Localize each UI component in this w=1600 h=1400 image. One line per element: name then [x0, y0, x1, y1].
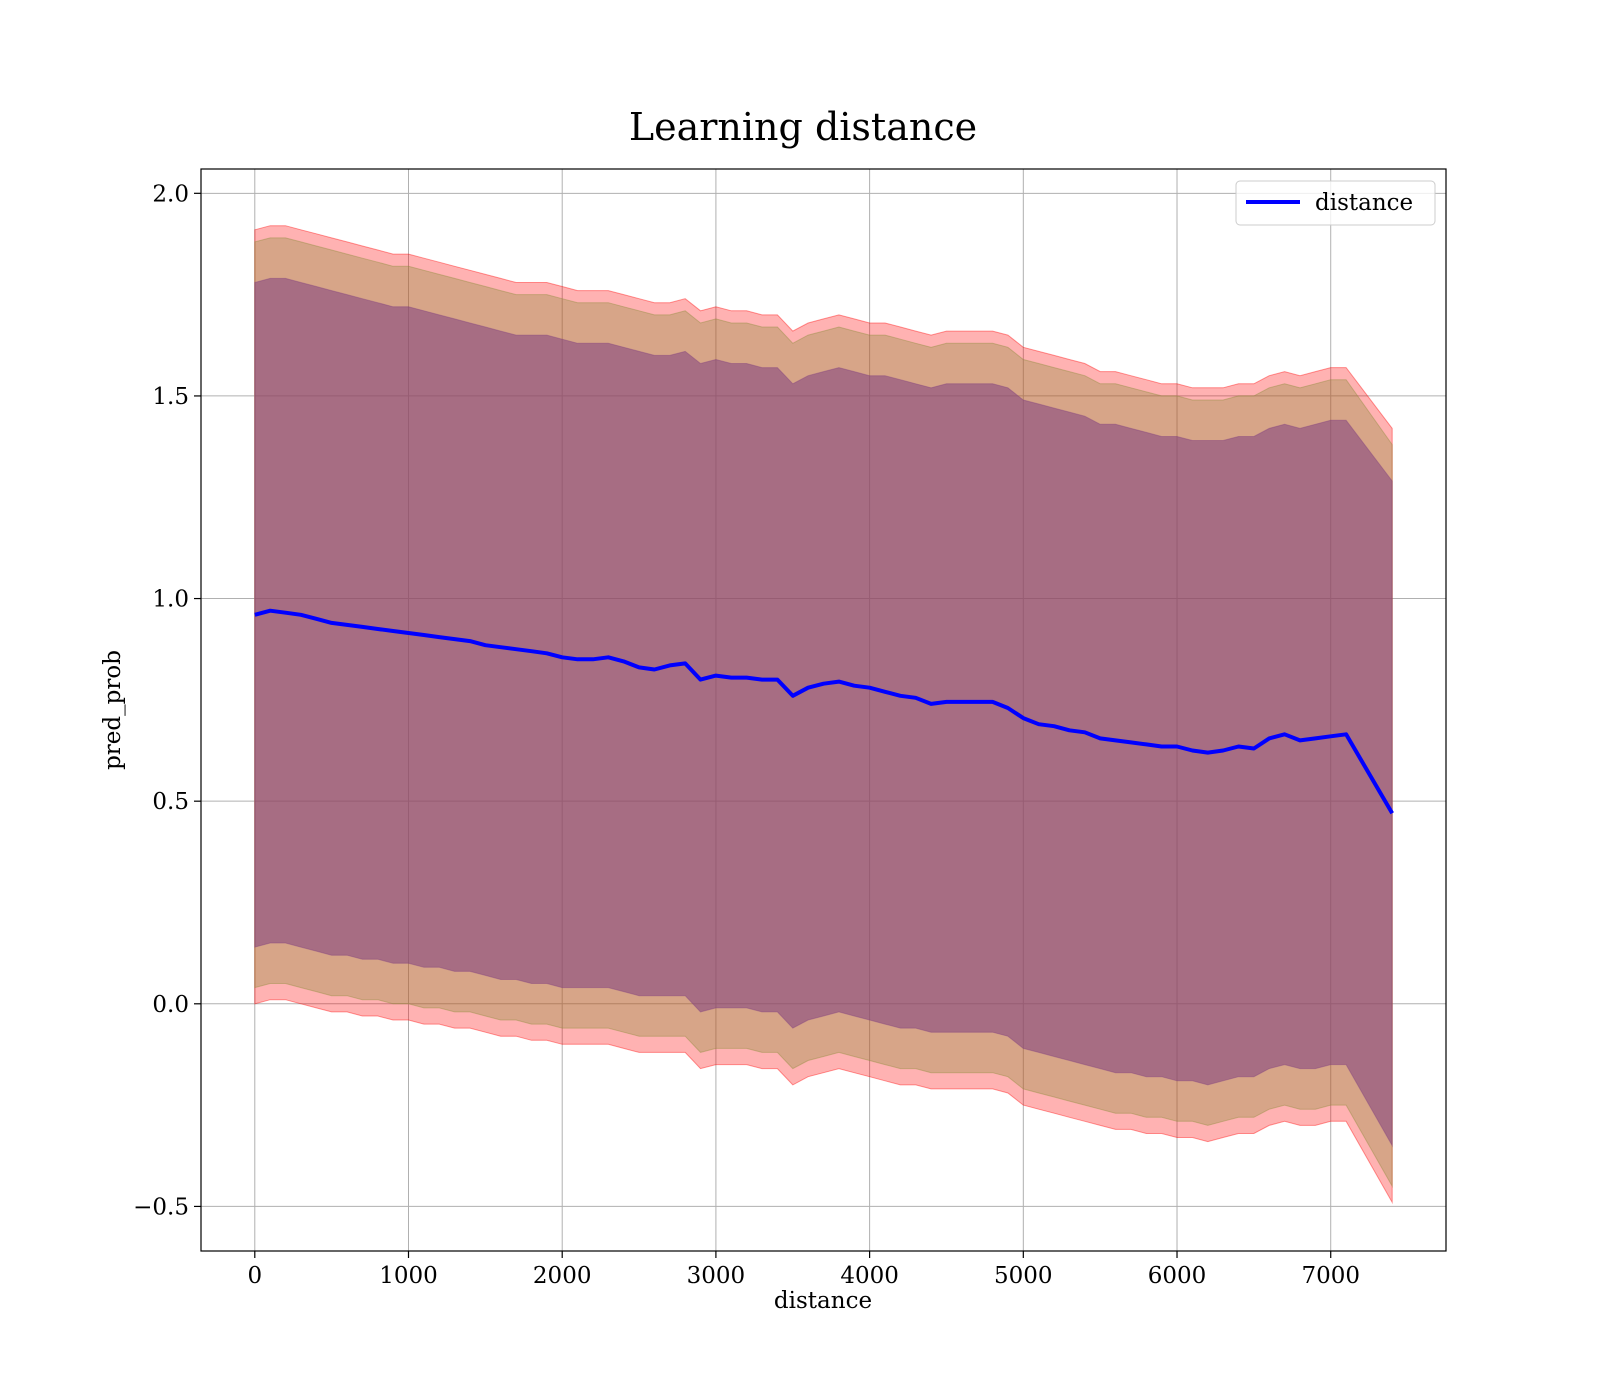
- y-tick-label: 1.0: [152, 587, 189, 613]
- y-tick-label: 0.5: [152, 789, 189, 815]
- tick-layer: 0 1000 2000 3000 4000 5000 6000 7000 −0.5 0.0 0.5 1…: [133, 181, 1360, 1289]
- legend-label: distance: [1315, 190, 1413, 216]
- y-tick-label: −0.5: [133, 1194, 189, 1220]
- y-axis-label: pred_prob: [100, 650, 126, 770]
- x-tick-label: 2000: [533, 1263, 592, 1289]
- y-tick-label: 2.0: [152, 181, 189, 207]
- x-tick-label: 0: [247, 1263, 262, 1289]
- x-tick-label: 1000: [379, 1263, 438, 1289]
- x-tick-label: 4000: [840, 1263, 899, 1289]
- x-tick-label: 6000: [1148, 1263, 1207, 1289]
- legend: distance: [1235, 180, 1436, 226]
- line-layer: [254, 608, 1394, 815]
- x-axis-label: distance: [774, 1288, 872, 1314]
- x-tick-label: 7000: [1301, 1263, 1360, 1289]
- x-tick-label: 5000: [994, 1263, 1053, 1289]
- x-tick-label: 3000: [687, 1263, 746, 1289]
- y-tick-label: 1.5: [152, 384, 189, 410]
- chart-title: Learning distance: [629, 105, 977, 149]
- series-line-distance: [254, 608, 1394, 815]
- plot-frame: [200, 168, 1447, 1252]
- band-layer: [254, 225, 1393, 1205]
- band-inner: [254, 277, 1393, 1148]
- y-tick-label: 0.0: [152, 992, 189, 1018]
- legend-box: [1235, 180, 1436, 226]
